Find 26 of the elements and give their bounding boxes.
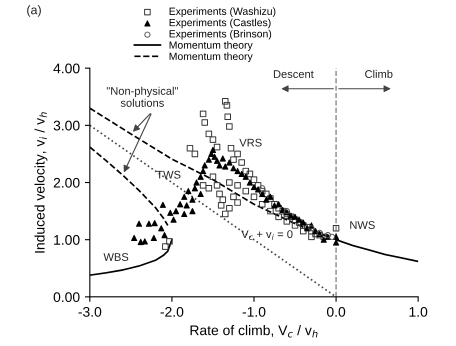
y-tick-label: 3.00 xyxy=(54,120,80,131)
legend-label: Experiments (Brinson) xyxy=(170,30,272,40)
legend-label: Momentum theory xyxy=(170,52,253,62)
y-tick-label: 2.00 xyxy=(54,178,80,188)
x-tick-label: -2.0 xyxy=(160,306,184,317)
annotation: VRS xyxy=(239,138,262,147)
x-tick-label: 1.0 xyxy=(410,306,428,317)
annotation: V$_{c}$ + v$_{i}$ = 0 xyxy=(241,230,293,240)
annotation: NWS xyxy=(350,221,375,229)
x-axis-title: Rate of climb, V$_{c}$ / v$_{h}$ xyxy=(190,325,318,338)
legend-label: Experiments (Castles) xyxy=(170,18,271,28)
annotation: TWS xyxy=(156,170,180,179)
y-tick-label: 1.00 xyxy=(54,235,80,245)
y-tick-label: 4.00 xyxy=(53,63,80,74)
y-tick-label: 0.00 xyxy=(54,292,80,302)
annotation: "Non-physical" solutions xyxy=(106,86,178,107)
y-axis-title: Induced velocity, v$_{i}$ / v$_{h}$ xyxy=(34,112,48,253)
x-tick-label: -3.0 xyxy=(78,306,102,317)
x-tick-label: 0.0 xyxy=(326,306,346,317)
x-tick-label: -1.0 xyxy=(242,306,266,317)
legend-label: Experiments (Washizu) xyxy=(170,7,276,17)
annotation: WBS xyxy=(103,253,128,261)
text: (a) xyxy=(27,5,41,17)
annotation: Climb xyxy=(365,70,392,78)
annotation: Descent xyxy=(274,70,314,78)
legend-label: Momentum theory xyxy=(170,41,253,51)
